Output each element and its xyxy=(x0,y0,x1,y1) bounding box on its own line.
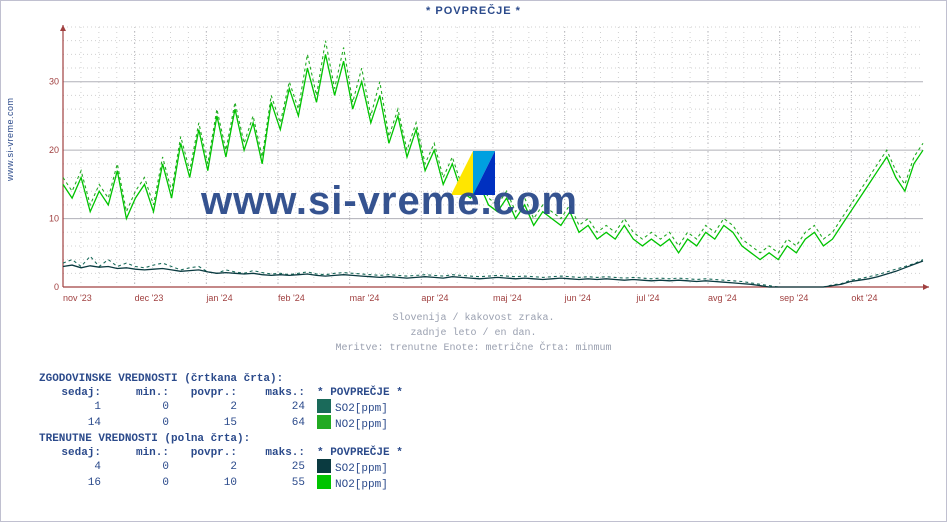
legend-series-name: SO2[ppm] xyxy=(335,403,388,415)
legend-hdr-series: * POVPREČJE * xyxy=(311,387,409,399)
watermark-text: www.si-vreme.com xyxy=(201,179,578,224)
legend-val: 0 xyxy=(107,415,175,431)
legend-swatch-icon xyxy=(317,415,331,429)
legend-label: SO2[ppm] xyxy=(311,459,409,475)
caption-line-1: Slovenija / kakovost zraka. xyxy=(392,313,554,324)
legend-header-row: sedaj: min.: povpr.: maks.: * POVPREČJE … xyxy=(39,387,409,399)
legend-val: 14 xyxy=(39,415,107,431)
legend-val: 1 xyxy=(39,399,107,415)
legend-cur-title: TRENUTNE VREDNOSTI (polna črta): xyxy=(39,431,409,447)
svg-text:nov '23: nov '23 xyxy=(63,293,92,303)
svg-text:apr '24: apr '24 xyxy=(421,293,448,303)
legend-hdr-min: min.: xyxy=(107,447,175,459)
legend-hdr-maks: maks.: xyxy=(243,387,311,399)
legend-header-row: sedaj: min.: povpr.: maks.: * POVPREČJE … xyxy=(39,447,409,459)
legend-val: 0 xyxy=(107,399,175,415)
svg-text:dec '23: dec '23 xyxy=(135,293,164,303)
legend-row: 1 0 2 24 SO2[ppm] xyxy=(39,399,409,415)
svg-text:20: 20 xyxy=(49,145,59,155)
legend-val: 4 xyxy=(39,459,107,475)
legend-hdr-povpr: povpr.: xyxy=(175,387,243,399)
caption-line-2: zadnje leto / en dan. xyxy=(410,328,536,339)
legend-hist-title: ZGODOVINSKE VREDNOSTI (črtkana črta): xyxy=(39,371,409,387)
legend-swatch-icon xyxy=(317,459,331,473)
svg-text:mar '24: mar '24 xyxy=(350,293,380,303)
legend-val: 16 xyxy=(39,475,107,491)
legend-val: 0 xyxy=(107,459,175,475)
legend-cur-table: sedaj: min.: povpr.: maks.: * POVPREČJE … xyxy=(39,447,409,491)
legend-block: ZGODOVINSKE VREDNOSTI (črtkana črta): se… xyxy=(39,371,409,491)
legend-series-name: NO2[ppm] xyxy=(335,479,388,491)
legend-row: 16 0 10 55 NO2[ppm] xyxy=(39,475,409,491)
legend-swatch-icon xyxy=(317,475,331,489)
legend-hdr-series: * POVPREČJE * xyxy=(311,447,409,459)
legend-series-name: NO2[ppm] xyxy=(335,419,388,431)
legend-val: 55 xyxy=(243,475,311,491)
legend-row: 4 0 2 25 SO2[ppm] xyxy=(39,459,409,475)
legend-label: NO2[ppm] xyxy=(311,415,409,431)
legend-series-name: SO2[ppm] xyxy=(335,463,388,475)
legend-hdr-sedaj: sedaj: xyxy=(39,387,107,399)
chart-card: www.si-vreme.com * POVPREČJE * 0102030no… xyxy=(0,0,947,522)
legend-hdr-maks: maks.: xyxy=(243,447,311,459)
legend-hist-table: sedaj: min.: povpr.: maks.: * POVPREČJE … xyxy=(39,387,409,431)
caption-line-3: Meritve: trenutne Enote: metrične Črta: … xyxy=(335,343,611,354)
svg-text:maj '24: maj '24 xyxy=(493,293,522,303)
svg-text:jul '24: jul '24 xyxy=(635,293,659,303)
svg-text:okt '24: okt '24 xyxy=(851,293,877,303)
svg-text:feb '24: feb '24 xyxy=(278,293,305,303)
legend-val: 25 xyxy=(243,459,311,475)
legend-val: 64 xyxy=(243,415,311,431)
legend-hdr-povpr: povpr.: xyxy=(175,447,243,459)
legend-swatch-icon xyxy=(317,399,331,413)
legend-label: NO2[ppm] xyxy=(311,475,409,491)
legend-val: 0 xyxy=(107,475,175,491)
legend-row: 14 0 15 64 NO2[ppm] xyxy=(39,415,409,431)
chart-title: * POVPREČJE * xyxy=(1,1,946,17)
legend-hdr-min: min.: xyxy=(107,387,175,399)
side-source-label: www.si-vreme.com xyxy=(5,97,15,181)
legend-val: 2 xyxy=(175,399,243,415)
svg-text:0: 0 xyxy=(54,282,59,292)
svg-text:sep '24: sep '24 xyxy=(780,293,809,303)
svg-text:avg '24: avg '24 xyxy=(708,293,737,303)
legend-val: 10 xyxy=(175,475,243,491)
legend-val: 24 xyxy=(243,399,311,415)
legend-label: SO2[ppm] xyxy=(311,399,409,415)
legend-val: 15 xyxy=(175,415,243,431)
svg-text:30: 30 xyxy=(49,77,59,87)
legend-val: 2 xyxy=(175,459,243,475)
chart-caption: Slovenija / kakovost zraka. zadnje leto … xyxy=(1,311,946,356)
svg-text:jun '24: jun '24 xyxy=(564,293,591,303)
svg-text:jan '24: jan '24 xyxy=(205,293,232,303)
svg-text:10: 10 xyxy=(49,214,59,224)
legend-hdr-sedaj: sedaj: xyxy=(39,447,107,459)
